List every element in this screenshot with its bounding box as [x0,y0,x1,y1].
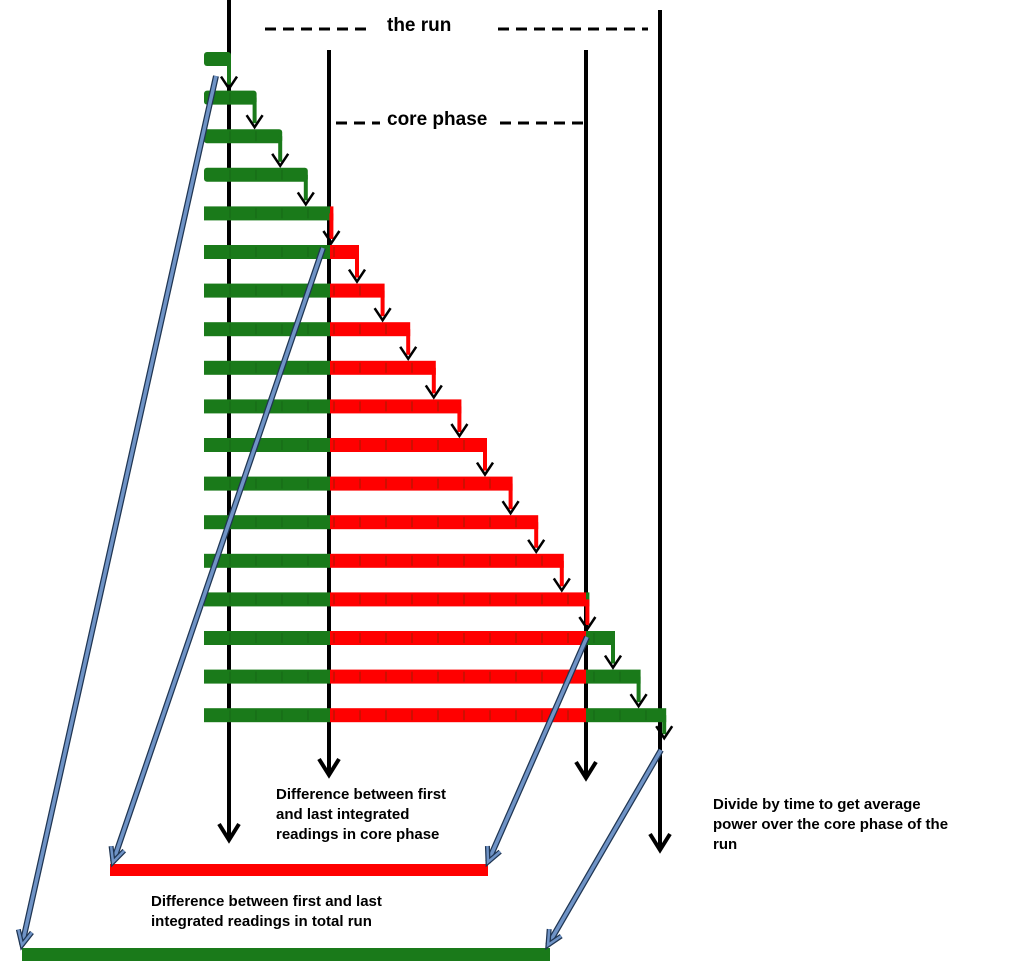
reading-bar-tail [586,669,641,684]
reading-bar-core [330,708,586,723]
step-arrow-head [475,461,495,477]
reading-bar [204,245,330,259]
step-arrow-head [450,423,469,439]
core-start-arrow-head-fill [109,845,126,865]
total-start-arrow [20,75,218,946]
reading-bar [204,708,330,723]
reading-bar-core [330,283,385,298]
reading-bar-core [330,476,513,491]
step-arrow-head [271,153,290,169]
run-start-line-arrowhead [217,822,241,844]
reading-bar [204,631,330,645]
step-arrow-head [424,384,443,400]
core-difference-label: Difference between first and last integr… [276,786,447,843]
reading-bar-core [330,515,539,530]
step-arrow-head [245,114,264,130]
total-difference-label: Difference between first and last integr… [151,893,382,930]
reading-bar-tail [586,708,667,723]
step-arrow-head [629,693,648,709]
reading-bar [204,206,330,221]
core-start-arrow [111,247,325,863]
reading-bar-core [330,592,586,607]
reading-bar [204,515,330,530]
step-arrow-head [347,268,367,284]
reading-bar [204,669,330,684]
reading-bar [204,283,330,298]
reading-bar [204,322,330,337]
step-arrow-head [399,346,418,362]
total-end-arrow [546,749,663,946]
step-arrow-head [527,539,546,555]
reading-bar-core [330,669,586,684]
reading-bar-core [330,553,564,568]
core-end-arrow-head-fill [486,845,501,865]
core-start-line-arrowhead [317,757,341,779]
core-difference-bar [110,864,488,876]
reading-bar [204,592,330,607]
reading-bar-core [330,438,487,452]
step-arrow-head [603,654,623,670]
step-arrow-head [219,75,239,91]
the-run-label: the run [385,15,454,37]
reading-bar-core [330,245,359,259]
step-arrow-head [322,230,341,246]
step-arrow-head [501,500,520,516]
core-phase-label: core phase [385,109,490,131]
step-arrow-head [552,577,571,593]
step-arrow-head [373,307,392,323]
reading-bar-core [330,360,436,375]
divide-note-label: Divide by time to get average power over… [713,796,949,853]
total-end-arrow-head-fill [546,928,562,948]
reading-bar [204,52,231,66]
reading-bar-core [330,399,462,414]
total-difference-bar [22,948,550,961]
reading-bar [204,360,330,375]
reading-bar [204,129,283,144]
reading-bar-core [330,322,411,337]
step-arrow-head [655,725,674,741]
reading-bar [204,476,330,491]
core-end-line-arrowhead [574,760,598,782]
total-start-arrow-head-fill [17,929,33,948]
step-arrow-head [578,616,597,632]
reading-bar [204,438,330,452]
reading-bar-core [330,631,586,645]
core-end-arrow [486,636,589,863]
reading-bar [204,553,330,568]
step-arrow-head [296,191,315,207]
reading-bar-tail [586,631,615,645]
run-end-line-arrowhead [648,832,672,854]
